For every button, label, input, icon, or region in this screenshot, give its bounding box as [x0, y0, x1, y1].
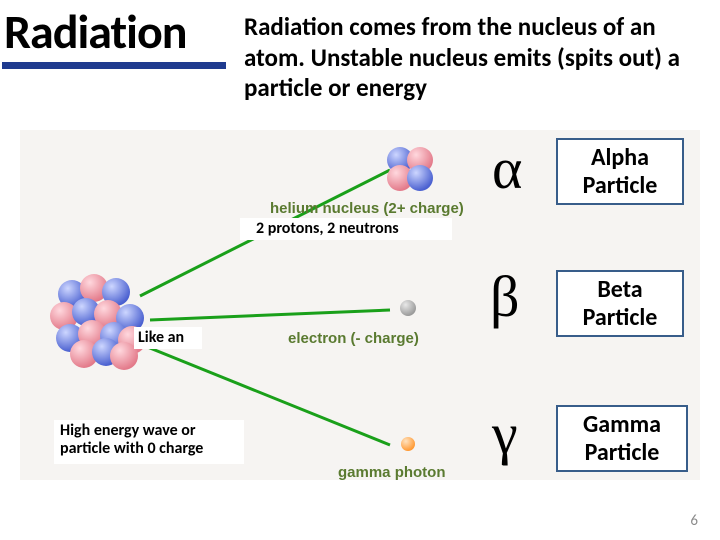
gamma-caption: gamma photon — [338, 464, 446, 481]
beta-note: Like an — [138, 328, 184, 347]
page-number: 6 — [690, 512, 698, 530]
title-underline — [2, 62, 226, 69]
alpha-label-box: Alpha Particle — [556, 138, 684, 205]
alpha-symbol: α — [492, 135, 522, 202]
gamma-label-box: Gamma Particle — [556, 405, 688, 472]
gamma-symbol: γ — [492, 400, 518, 467]
intro-text: Radiation comes from the nucleus of an a… — [244, 12, 714, 104]
gamma-note: High energy wave or particle with 0 char… — [60, 422, 240, 459]
alpha-caption: helium nucleus (2+ charge) — [270, 200, 464, 217]
alpha-note: 2 protons, 2 neutrons — [256, 219, 399, 238]
beta-caption: electron (- charge) — [288, 330, 419, 347]
radiation-diagram: α Alpha Particle helium nucleus (2+ char… — [20, 130, 700, 480]
beta-symbol: β — [490, 263, 520, 330]
beta-label-box: Beta Particle — [556, 270, 684, 337]
slide-title: Radiation — [4, 2, 187, 61]
